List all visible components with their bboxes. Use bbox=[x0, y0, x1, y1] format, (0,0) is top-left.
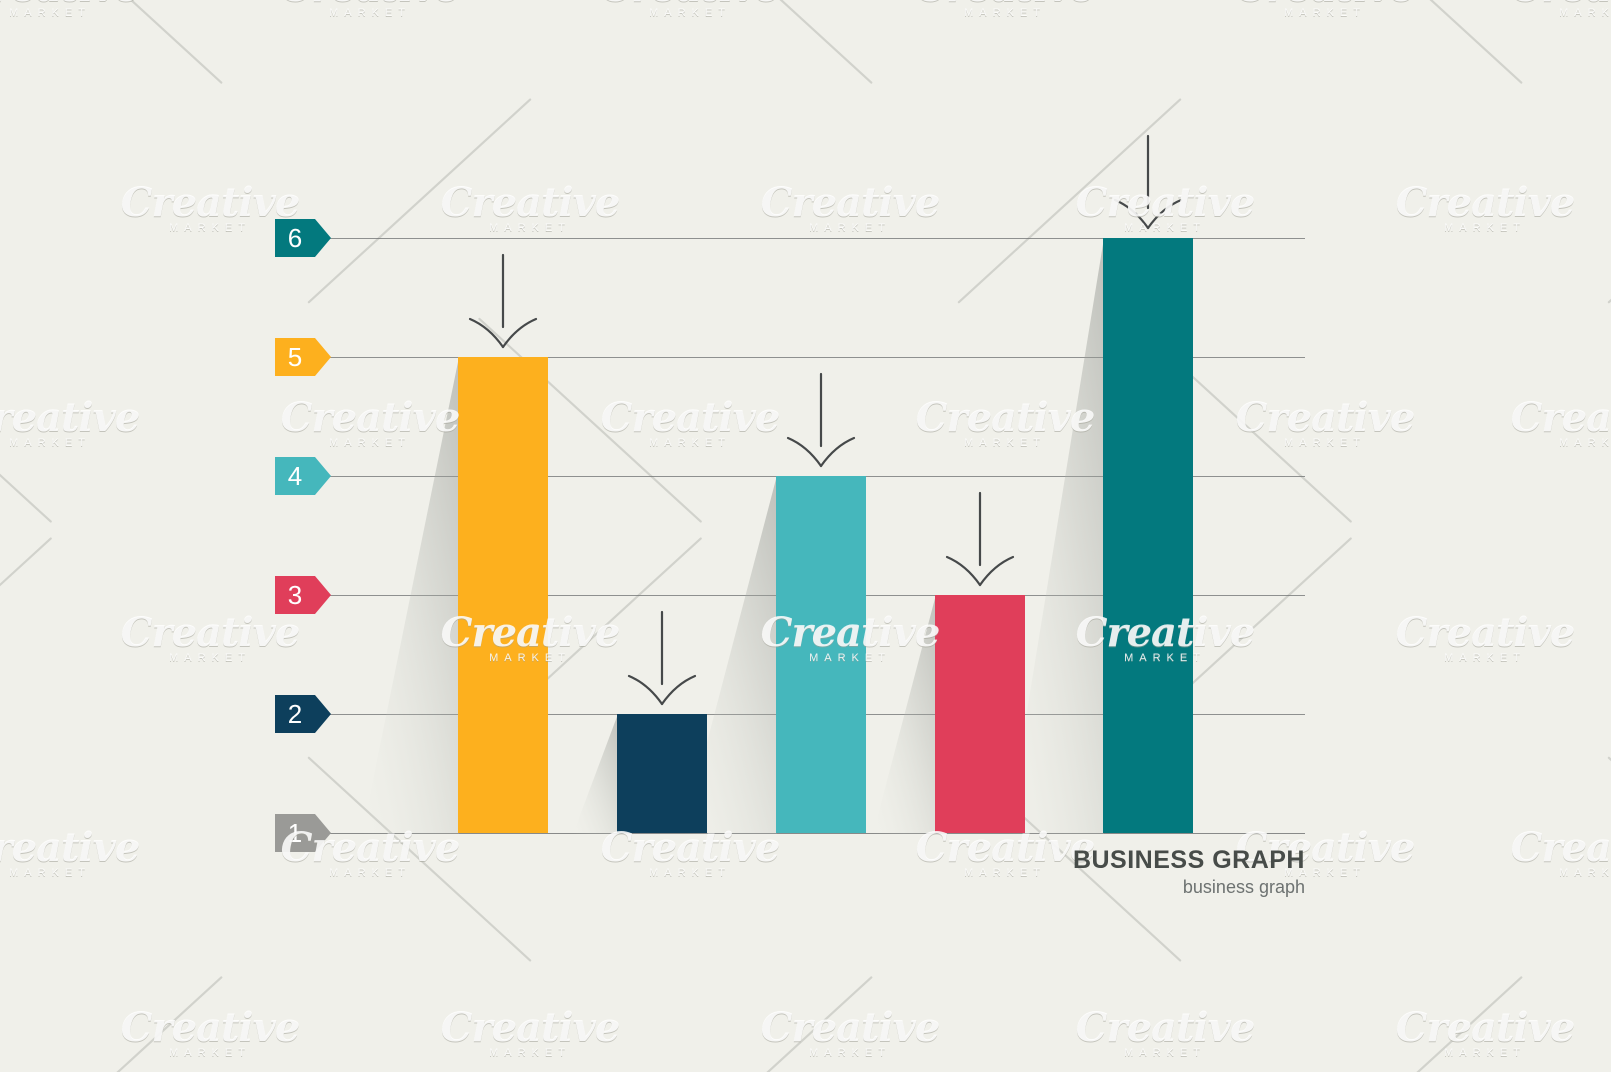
down-arrow-icon-bar-2-navy bbox=[627, 610, 697, 706]
y-axis-badge-tip-6 bbox=[315, 219, 331, 257]
y-axis-badge-tip-2 bbox=[315, 695, 331, 733]
y-axis-badge-5[interactable]: 5 bbox=[275, 338, 331, 376]
y-axis-badge-tip-4 bbox=[315, 457, 331, 495]
y-axis-badge-label-1: 1 bbox=[275, 814, 315, 852]
bar-3-turquoise[interactable] bbox=[776, 476, 866, 833]
down-arrow-icon-bar-4-crimson bbox=[945, 491, 1015, 587]
down-arrow-icon-bar-3-turquoise bbox=[786, 372, 856, 468]
bar-2-navy[interactable] bbox=[617, 714, 707, 833]
y-axis-badge-label-3: 3 bbox=[275, 576, 315, 614]
y-axis-badge-6[interactable]: 6 bbox=[275, 219, 331, 257]
y-axis-badge-1[interactable]: 1 bbox=[275, 814, 331, 852]
bar-shadow-bar-4-crimson bbox=[873, 595, 936, 834]
page-subtitle: business graph bbox=[1182, 877, 1305, 897]
bar-5-teal[interactable] bbox=[1103, 238, 1193, 833]
y-axis-badge-label-5: 5 bbox=[275, 338, 315, 376]
y-axis-badge-tip-1 bbox=[315, 814, 331, 852]
chart-title-block: BUSINESS GRAPH business graph bbox=[780, 845, 1305, 899]
gridline-level-1 bbox=[330, 833, 1305, 834]
y-axis-badge-4[interactable]: 4 bbox=[275, 457, 331, 495]
page-title: BUSINESS GRAPH bbox=[1072, 846, 1305, 874]
down-arrow-icon-bar-1-amber bbox=[468, 253, 538, 349]
y-axis-badge-label-2: 2 bbox=[275, 695, 315, 733]
down-arrow-icon-bar-5-teal bbox=[1113, 134, 1183, 230]
y-axis-badge-label-4: 4 bbox=[275, 457, 315, 495]
y-axis-badge-tip-5 bbox=[315, 338, 331, 376]
bar-1-amber[interactable] bbox=[458, 357, 548, 833]
bar-4-crimson[interactable] bbox=[935, 595, 1025, 833]
y-axis-badge-label-6: 6 bbox=[275, 219, 315, 257]
y-axis-badge-2[interactable]: 2 bbox=[275, 695, 331, 733]
bar-shadow-bar-2-navy bbox=[573, 714, 618, 834]
bar-shadow-bar-1-amber bbox=[362, 357, 459, 834]
y-axis-badge-tip-3 bbox=[315, 576, 331, 614]
y-axis-badge-3[interactable]: 3 bbox=[275, 576, 331, 614]
